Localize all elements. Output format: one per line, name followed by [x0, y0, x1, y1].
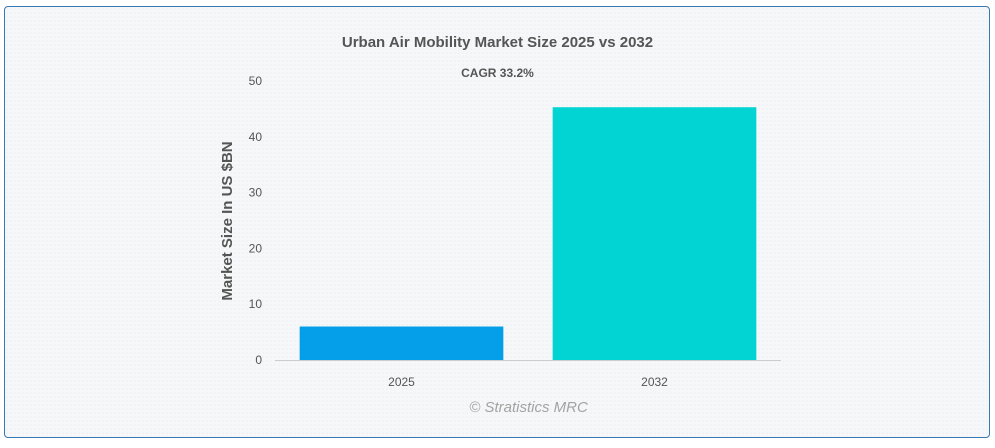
chart-title: Urban Air Mobility Market Size 2025 vs 2… [341, 34, 654, 51]
chart-subtitle: CAGR 33.2% [461, 66, 534, 80]
y-tick-label: 50 [249, 74, 263, 88]
y-axis-label: Market Size In US $BN [219, 141, 236, 300]
x-tick-label: 2032 [641, 375, 668, 389]
y-tick-label: 10 [249, 297, 263, 311]
chart-frame [4, 6, 990, 438]
y-axis: 0 10 20 30 40 50 [249, 74, 263, 367]
x-tick-label: 2025 [388, 375, 415, 389]
copyright-credit: © Stratistics MRC [469, 399, 588, 416]
y-tick-label: 30 [249, 186, 263, 200]
y-tick-label: 40 [249, 130, 263, 144]
bars [299, 107, 757, 360]
x-axis: 2025 2032 [388, 375, 668, 389]
y-tick-label: 0 [255, 353, 262, 367]
bar-2025[interactable] [299, 326, 504, 360]
bar-2032[interactable] [552, 107, 757, 360]
y-tick-label: 20 [249, 241, 263, 255]
